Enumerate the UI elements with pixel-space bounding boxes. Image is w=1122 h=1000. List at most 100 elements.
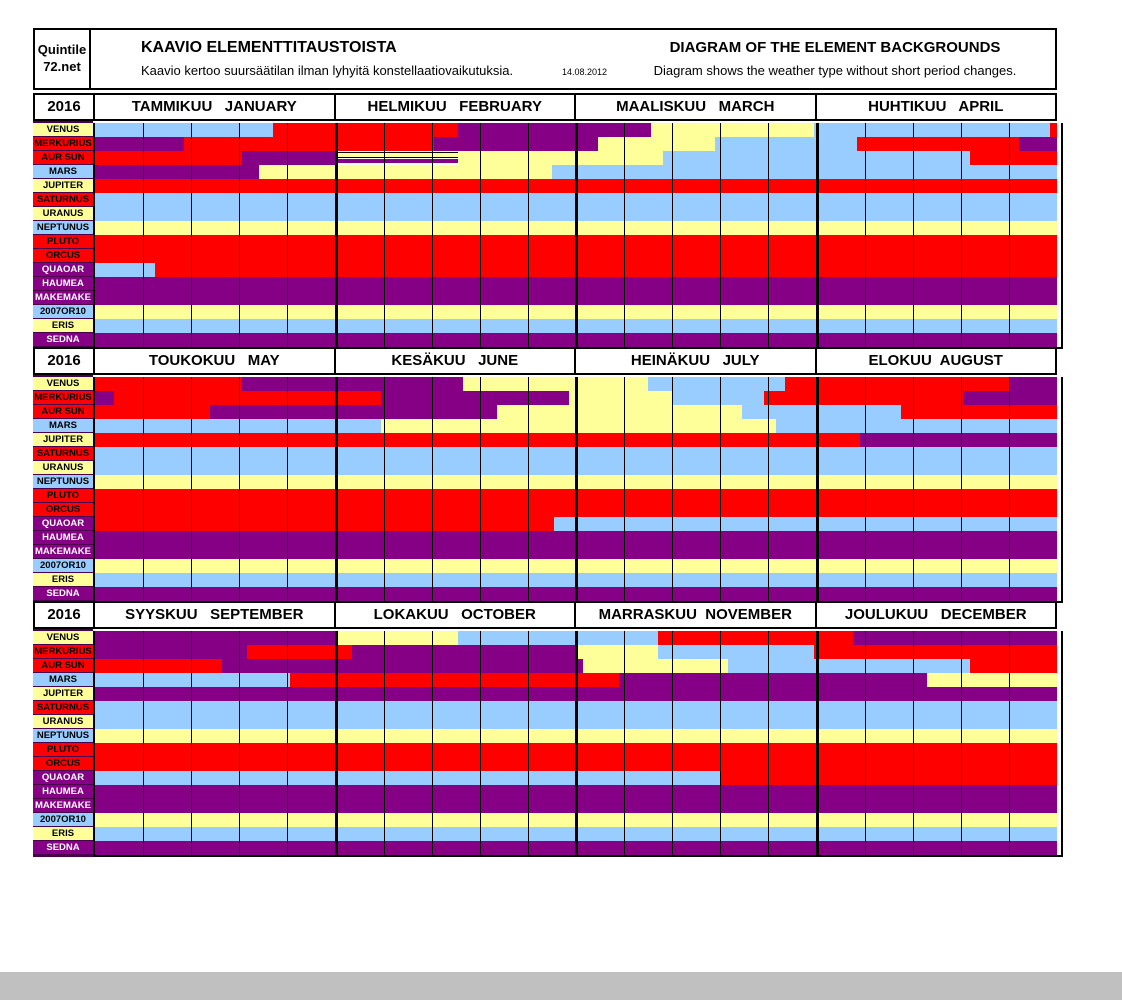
planet-label-2007or10: 2007OR10: [33, 305, 93, 318]
week-grid-line: [191, 123, 193, 347]
planet-label-merkurius: MERKURIUS: [33, 645, 93, 658]
section-data-grid: [93, 377, 1063, 603]
element-segment: [583, 659, 728, 673]
week-grid-line: [672, 631, 674, 855]
planet-label-orcus: ORCUS: [33, 503, 93, 516]
element-segment: [95, 137, 184, 151]
element-segment: [272, 123, 459, 137]
planet-label-orcus: ORCUS: [33, 757, 93, 770]
week-grid-line: [960, 123, 962, 347]
week-grid-line: [431, 123, 433, 347]
element-segment: [210, 405, 497, 419]
planet-label-eris: ERIS: [33, 827, 93, 840]
week-grid-line: [672, 377, 674, 601]
element-segment: [95, 165, 259, 179]
week-grid-line: [143, 377, 145, 601]
planet-label-2007or10: 2007OR10: [33, 813, 93, 826]
element-segment: [496, 405, 742, 419]
timeline-row-merkurius: [95, 645, 1057, 659]
planet-label-haumea: HAUMEA: [33, 277, 93, 290]
planet-label-aur-sun: AUR SUN: [33, 151, 93, 164]
element-segment: [852, 631, 1057, 645]
week-grid-line: [383, 631, 385, 855]
planet-label-quaoar: QUAOAR: [33, 771, 93, 784]
element-segment: [114, 391, 382, 405]
week-grid-line: [143, 631, 145, 855]
week-grid-line: [431, 377, 433, 601]
element-segment: [963, 391, 1057, 405]
element-segment: [335, 631, 459, 645]
element-segment: [246, 645, 353, 659]
element-segment: [241, 151, 336, 165]
element-segment: [95, 645, 247, 659]
element-segment: [458, 631, 658, 645]
date-label: 14.08.2012: [562, 67, 608, 77]
planet-label-haumea: HAUMEA: [33, 785, 93, 798]
logo-line2: 72.net: [43, 59, 81, 74]
element-segment: [1008, 377, 1057, 391]
week-grid-line: [720, 377, 722, 601]
planet-label-jupiter: JUPITER: [33, 687, 93, 700]
element-segment: [241, 377, 463, 391]
element-segment: [95, 405, 211, 419]
timeline-row-mars: [95, 419, 1057, 433]
week-grid-line: [720, 631, 722, 855]
planet-label-merkurius: MERKURIUS: [33, 391, 93, 404]
planet-label-saturnus: SATURNUS: [33, 193, 93, 206]
section-data-grid: [93, 631, 1063, 857]
timeline-row-jupiter: [95, 433, 1057, 447]
planet-label-saturnus: SATURNUS: [33, 447, 93, 460]
element-segment: [335, 151, 459, 165]
planet-label-pluto: PLUTO: [33, 235, 93, 248]
element-segment: [458, 151, 663, 165]
bottom-gray-strip: [0, 972, 1122, 1000]
element-segment: [458, 123, 651, 137]
planet-label-venus: VENUS: [33, 123, 93, 136]
timeline-row-mars: [95, 165, 1057, 179]
element-segment: [554, 517, 1057, 531]
planet-label-mars: MARS: [33, 165, 93, 178]
month-header-10: LOKAKUU OCTOBER: [333, 603, 575, 627]
element-segment: [814, 645, 1057, 659]
element-segment: [741, 405, 901, 419]
month-header-3: MAALISKUU MARCH: [574, 95, 815, 119]
element-segment: [727, 659, 971, 673]
section-data-rows: [95, 123, 1057, 347]
planet-label-aur-sun: AUR SUN: [33, 659, 93, 672]
subtitle-finnish: Kaavio kertoo suursäätilan ilman lyhyitä…: [141, 63, 514, 78]
element-segment: [95, 263, 156, 277]
element-segment: [715, 137, 858, 151]
month-boundary-line: [815, 631, 819, 855]
element-segment: [927, 673, 1057, 687]
planet-label-eris: ERIS: [33, 573, 93, 586]
element-segment: [568, 391, 673, 405]
subtitle-english: Diagram shows the weather type without s…: [653, 63, 1017, 78]
element-segment: [900, 405, 1057, 419]
week-grid-line: [864, 123, 866, 347]
element-segment: [95, 771, 721, 785]
month-header-7: HEINÄKUU JULY: [574, 349, 815, 373]
element-segment: [763, 391, 964, 405]
planet-label-orcus: ORCUS: [33, 249, 93, 262]
week-grid-line: [864, 377, 866, 601]
element-segment: [857, 137, 1019, 151]
element-segment: [720, 771, 1057, 785]
element-segment: [657, 645, 815, 659]
month-header-8: ELOKUU AUGUST: [814, 349, 1056, 373]
element-segment: [657, 631, 853, 645]
month-header-6: KESÄKUU JUNE: [333, 349, 575, 373]
element-segment: [155, 263, 1057, 277]
week-grid-line: [912, 631, 914, 855]
week-grid-line: [1008, 377, 1010, 601]
week-grid-line: [768, 377, 770, 601]
element-segment: [576, 645, 658, 659]
year-cell: 2016: [35, 95, 95, 119]
element-segment: [462, 377, 649, 391]
month-header-9: SYYSKUU SEPTEMBER: [125, 606, 304, 623]
year-cell: 2016: [35, 349, 95, 373]
element-segment: [775, 419, 1057, 433]
week-grid-line: [383, 377, 385, 601]
element-segment: [1049, 123, 1057, 137]
quintile-logo: Quintile 72.net: [35, 30, 91, 88]
planet-label-neptunus: NEPTUNUS: [33, 475, 93, 488]
